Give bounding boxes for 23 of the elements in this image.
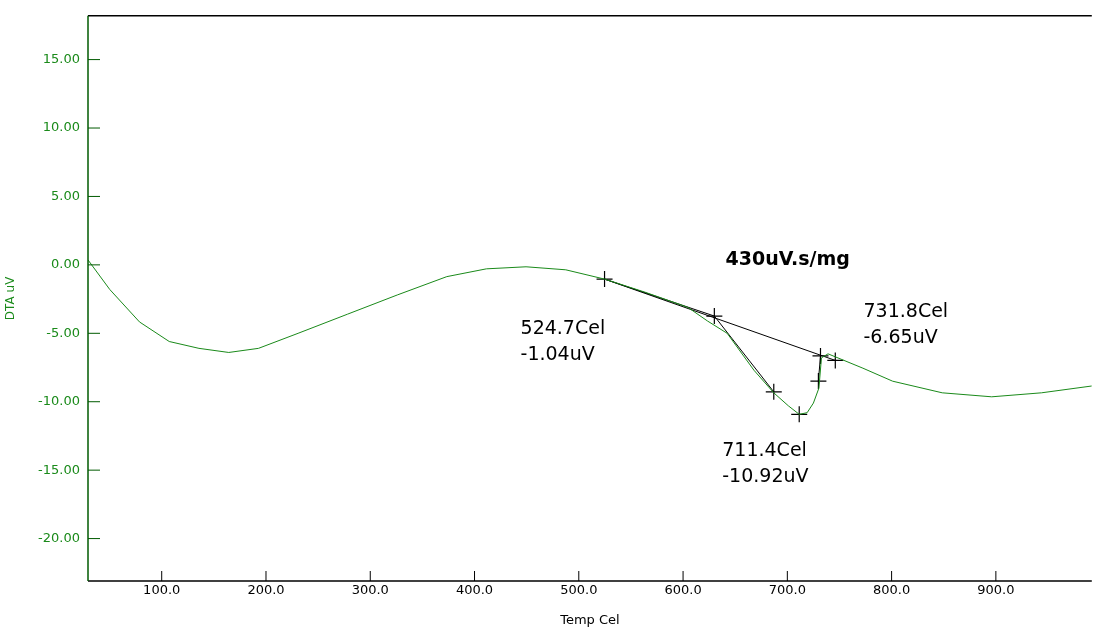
annotation: 731.8Cel -6.65uV — [863, 298, 949, 347]
annotation: 430uV.s/mg — [725, 246, 850, 269]
x-tick-label: 200.0 — [247, 582, 285, 598]
x-tick-label: 500.0 — [560, 582, 598, 598]
annotation: 524.7Cel -1.04uV — [520, 316, 606, 365]
x-tick-label: 700.0 — [768, 582, 806, 598]
x-tick-label: 400.0 — [455, 582, 494, 598]
y-tick-label: 15.00 — [42, 50, 80, 66]
y-tick-label: 0.00 — [51, 256, 80, 272]
x-tick-label: 900.0 — [977, 582, 1015, 598]
y-tick-label: -15.00 — [38, 461, 80, 477]
annotation: 711.4Cel -10.92uV — [722, 438, 809, 487]
y-tick-label: 10.00 — [42, 119, 80, 135]
y-tick-label: -20.00 — [38, 529, 80, 545]
y-tick-label: 5.00 — [51, 187, 80, 203]
x-tick-label: 100.0 — [143, 582, 181, 598]
y-tick-label: -5.00 — [46, 324, 80, 340]
x-tick-label: 800.0 — [872, 582, 911, 598]
x-axis-title: Temp Cel — [559, 611, 620, 627]
x-tick-label: 600.0 — [664, 582, 702, 598]
y-axis-title: DTA uV — [3, 275, 18, 321]
x-tick-label: 300.0 — [351, 582, 389, 598]
y-tick-label: -10.00 — [38, 393, 80, 409]
